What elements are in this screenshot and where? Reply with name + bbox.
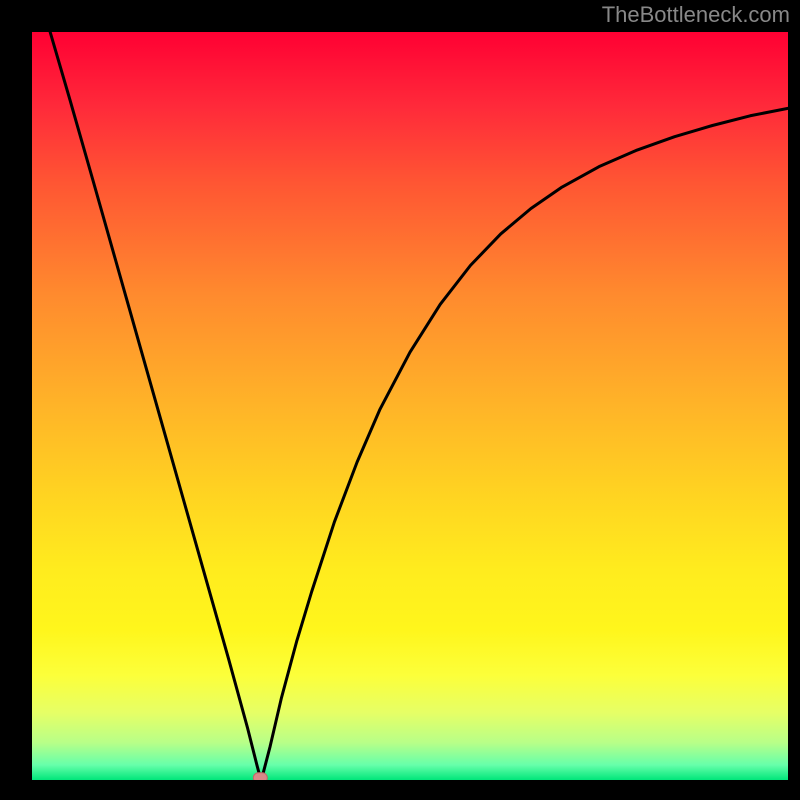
watermark-text: TheBottleneck.com — [602, 2, 790, 28]
curve-layer — [32, 32, 788, 780]
bottleneck-curve — [50, 32, 788, 778]
chart-container: TheBottleneck.com — [0, 0, 800, 800]
plot-area — [32, 32, 788, 780]
minimum-marker — [253, 773, 267, 780]
